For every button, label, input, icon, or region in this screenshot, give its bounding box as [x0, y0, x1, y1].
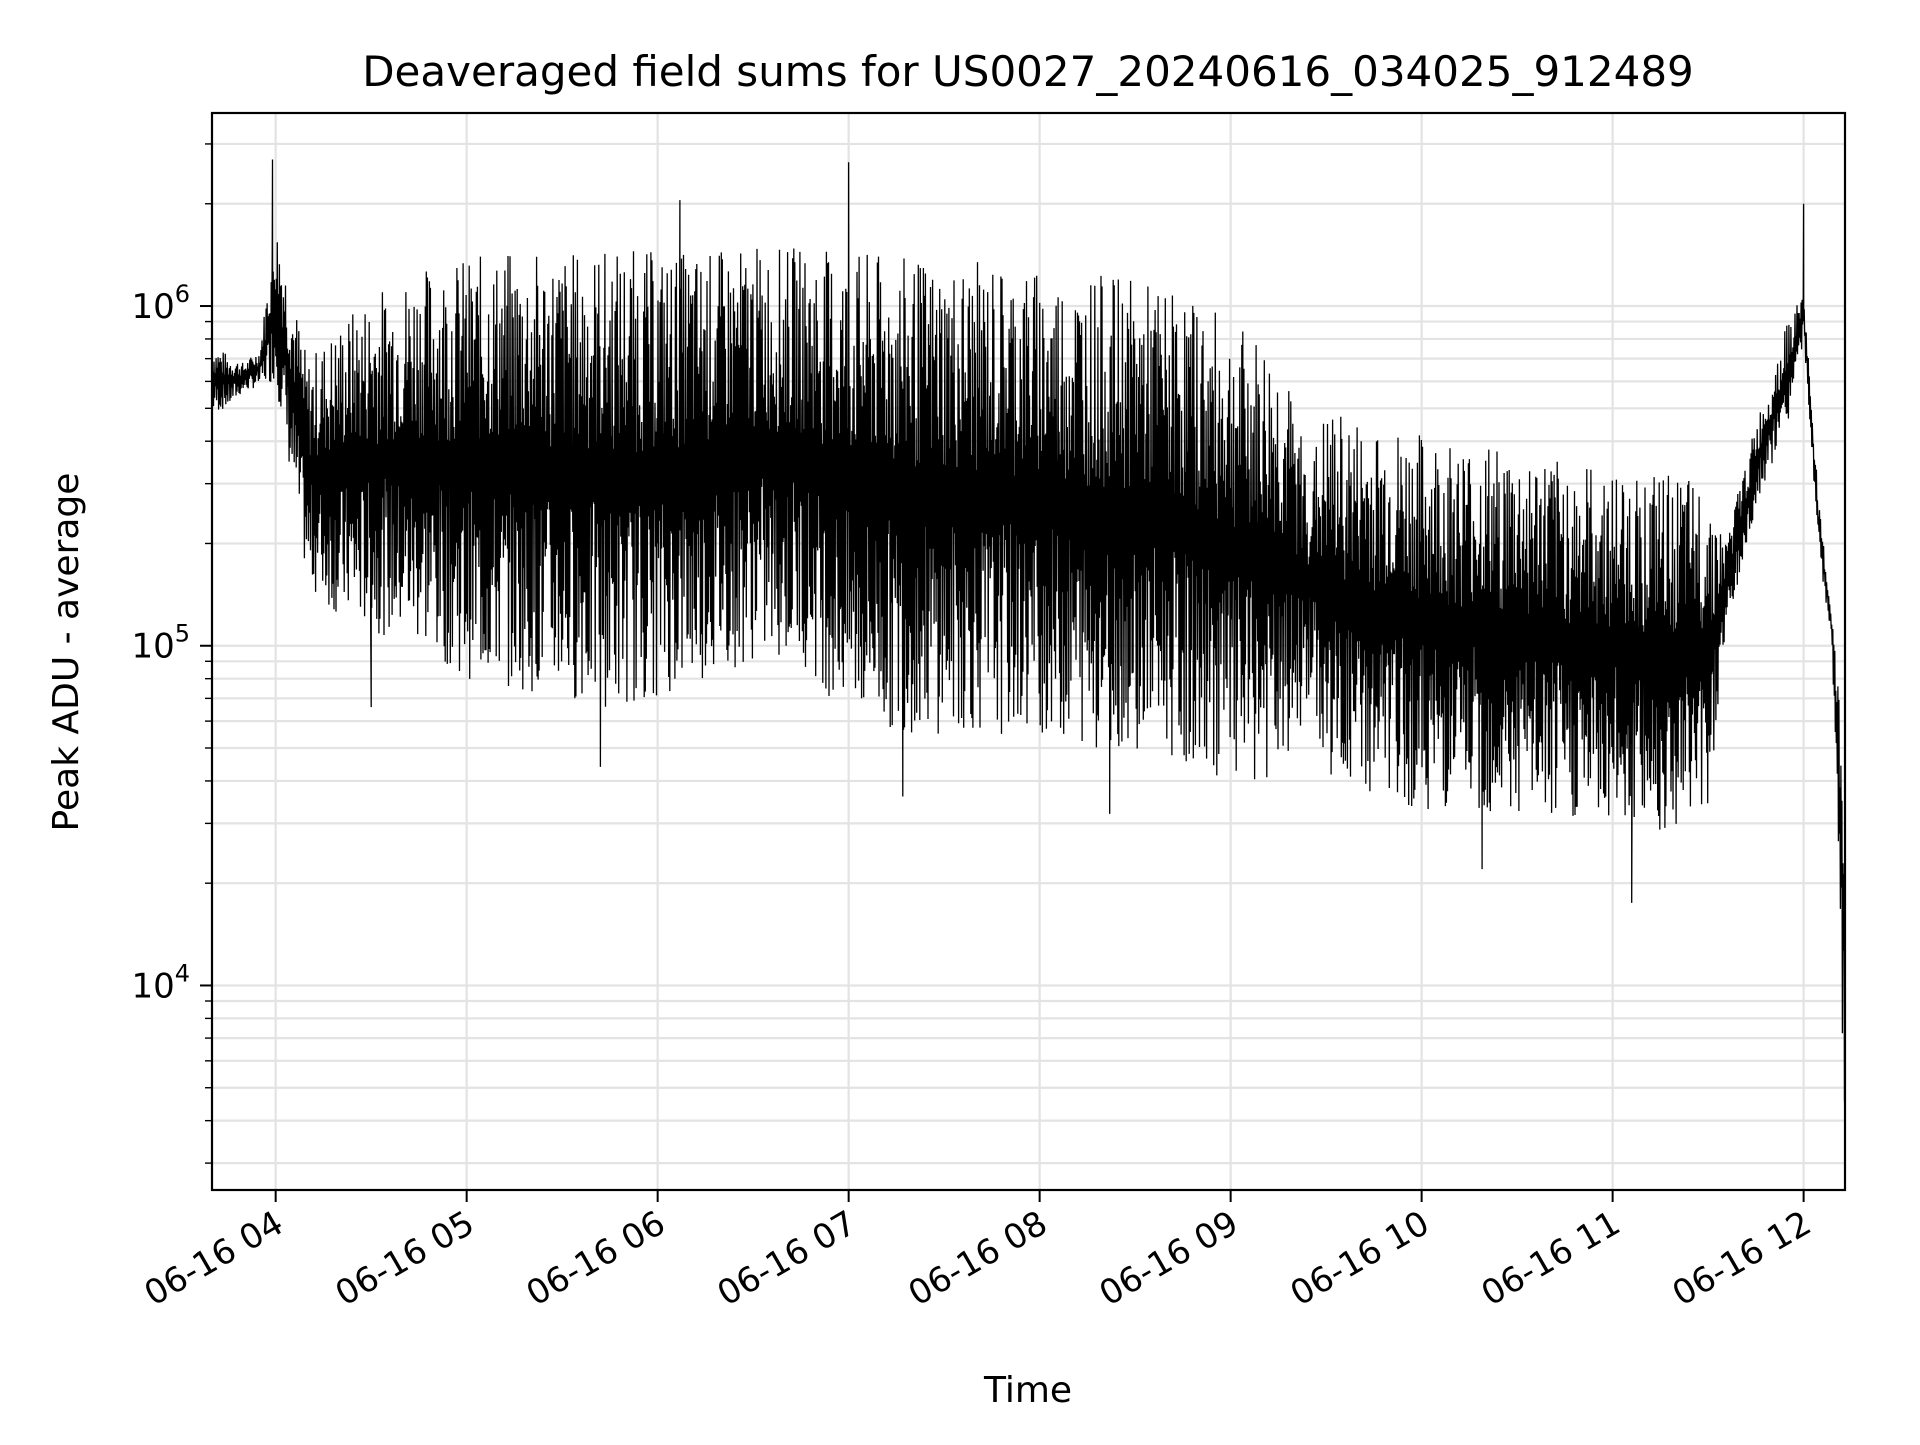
x-tick-label: 06-16 07: [711, 1203, 863, 1314]
y-tick-label: 104: [131, 959, 190, 1006]
x-tick-label: 06-16 09: [1093, 1203, 1245, 1314]
x-tick-label: 06-16 04: [138, 1203, 290, 1314]
x-axis: 06-16 04 06-16 05 06-16 06 06-16 07 06-16 08…: [138, 1190, 1818, 1314]
x-axis-label: Time: [983, 1370, 1072, 1411]
y-tick-label: 106: [131, 280, 190, 327]
x-tick-label: 06-16 10: [1284, 1203, 1436, 1314]
x-tick-label: 06-16 12: [1666, 1203, 1818, 1314]
x-tick-label: 06-16 11: [1475, 1203, 1627, 1314]
x-tick-label: 06-16 08: [902, 1203, 1054, 1314]
y-tick-label: 105: [131, 620, 190, 667]
series-line: [211, 159, 1846, 1164]
chart-title: Deaveraged field sums for US0027_2024061…: [362, 47, 1694, 96]
plot-frame: [210, 111, 1847, 1192]
y-axis: 104 105 106: [131, 143, 212, 1164]
x-tick-label: 06-16 05: [329, 1203, 481, 1314]
x-tick-label: 06-16 06: [520, 1203, 672, 1314]
y-axis-label: Peak ADU - average: [46, 473, 87, 832]
series-layer: [211, 159, 1846, 1164]
